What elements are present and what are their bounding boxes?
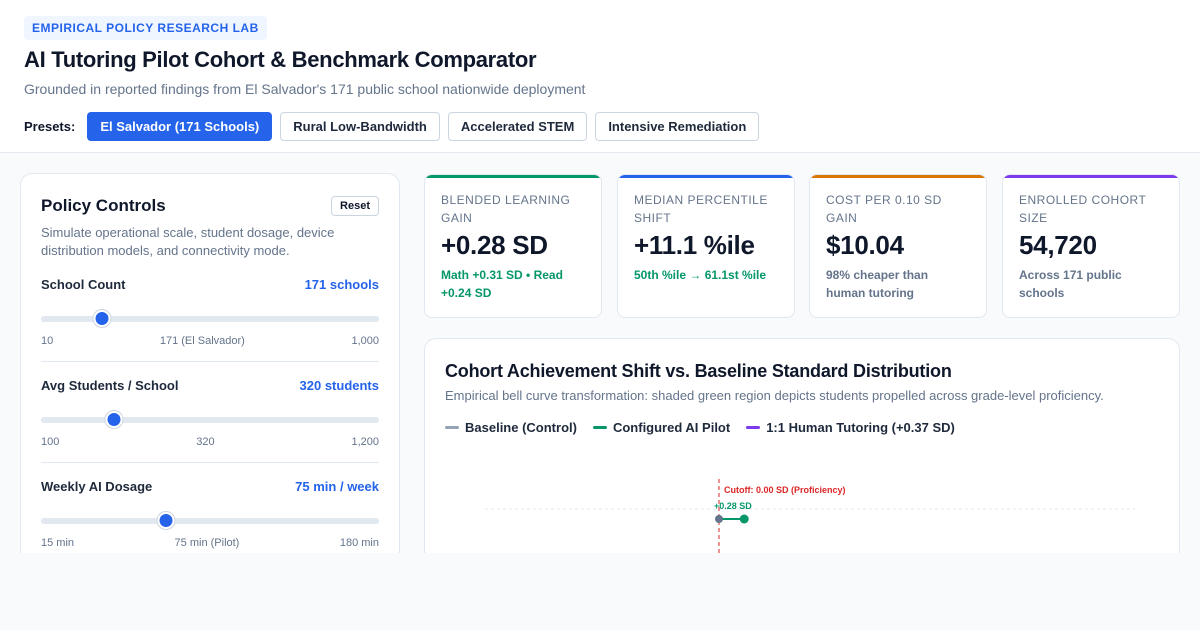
pilot-mean-marker [739,514,749,524]
slider-thumb[interactable] [157,512,175,529]
kpi-label: Blended Learning Gain [441,193,571,225]
controls-title: Policy Controls [41,196,166,215]
preset-rural-low-bandwidth-button[interactable]: Rural Low-Bandwidth [280,112,440,141]
slider-min-label: 15 min [41,537,75,549]
legend-item-baseline: Baseline (Control) [445,420,577,435]
presets-label: Presets: [24,119,76,134]
slider-value: 320 students [299,378,379,393]
legend-swatch [445,426,459,429]
slider-min-label: 10 [41,335,54,347]
page-header: EMPIRICAL POLICY RESEARCH LAB AI Tutorin… [0,0,1200,153]
policy-controls-panel: Policy Controls Reset Simulate operation… [20,173,400,553]
legend-item-ai-pilot: Configured AI Pilot [592,420,731,435]
kpi-subtext: 50th %ile → 61.1st %ile [634,268,767,282]
slider-min-label: 100 [41,436,60,448]
page-subtitle: Grounded in reported findings from El Sa… [24,81,586,97]
slider-value: 75 min / week [295,479,379,494]
legend-swatch [746,426,761,429]
legend-label: 1:1 Human Tutoring (+0.37 SD) [766,420,955,435]
kpi-subtext: Math +0.31 SD • Read +0.24 SD [441,268,563,300]
kpi-value: 54,720 [1019,230,1097,260]
kpi-card-cohort-size: Enrolled Cohort Size 54,720 Across 171 p… [1002,174,1180,318]
slider-max-label: 180 min [339,537,379,549]
kpi-value: $10.04 [826,230,904,260]
slider-value: 171 schools [304,277,379,292]
lab-badge: EMPIRICAL POLICY RESEARCH LAB [24,16,267,40]
cutoff-label: Cutoff: 0.00 SD (Proficiency) [724,485,846,495]
students-per-school-control: Avg Students / School 320 students 100 3… [41,378,379,463]
legend-swatch [592,426,607,429]
kpi-card-percentile-shift: Median Percentile Shift +11.1 %ile 50th … [617,174,795,318]
kpi-subtext: 98% cheaper than human tutoring [826,268,929,300]
page-title: AI Tutoring Pilot Cohort & Benchmark Com… [24,47,537,72]
kpi-value: +11.1 %ile [634,230,755,260]
slider-thumb[interactable] [105,411,123,428]
slider-label: Weekly AI Dosage [41,479,153,494]
kpi-label: Enrolled Cohort Size [1019,193,1147,225]
chart-title: Cohort Achievement Shift vs. Baseline St… [445,361,952,381]
slider-mid-label: 320 [196,436,215,448]
legend-label: Baseline (Control) [465,420,577,435]
weekly-dosage-control: Weekly AI Dosage 75 min / week 15 min 75… [41,479,379,553]
distribution-plot: Cutoff: 0.00 SD (Proficiency) +0.28 SD [485,479,1135,553]
slider-mid-label: 171 (El Salvador) [159,335,245,347]
kpi-subtext: Across 171 public schools [1019,268,1122,300]
slider-label: Avg Students / School [41,378,179,393]
preset-accelerated-stem-button[interactable]: Accelerated STEM [447,112,588,141]
reset-button[interactable]: Reset [331,196,379,216]
kpi-card-cost-per-gain: Cost per 0.10 SD Gain $10.04 98% cheaper… [809,174,987,318]
school-count-slider[interactable] [41,310,379,327]
kpi-label: Cost per 0.10 SD Gain [826,193,942,225]
weekly-dosage-slider[interactable] [41,512,379,529]
slider-label: School Count [41,277,126,292]
presets-bar: Presets: El Salvador (171 Schools) Rural… [24,112,1176,141]
legend-item-human-tutoring: 1:1 Human Tutoring (+0.37 SD) [746,420,955,435]
slider-mid-label: 75 min (Pilot) [174,537,240,549]
preset-el-salvador-button[interactable]: El Salvador (171 Schools) [87,112,273,141]
chart-description: Empirical bell curve transformation: sha… [445,388,1104,403]
kpi-card-blended-gain: Blended Learning Gain +0.28 SD Math +0.3… [424,174,602,318]
chart-legend: Baseline (Control) Configured AI Pilot 1… [445,420,1159,435]
distribution-chart-card: Cohort Achievement Shift vs. Baseline St… [424,338,1180,553]
controls-description: Simulate operational scale, student dosa… [41,225,335,258]
slider-max-label: 1,000 [351,335,379,347]
kpi-label: Median Percentile Shift [634,193,768,225]
preset-intensive-remediation-button[interactable]: Intensive Remediation [595,112,760,141]
legend-label: Configured AI Pilot [612,420,731,435]
school-count-control: School Count 171 schools 10 171 (El Salv… [41,277,379,362]
kpi-value: +0.28 SD [441,230,548,260]
slider-max-label: 1,200 [351,436,379,448]
baseline-mean-marker [715,515,723,523]
shift-label: +0.28 SD [714,501,752,511]
students-per-school-slider[interactable] [41,411,379,428]
slider-thumb[interactable] [93,310,111,327]
